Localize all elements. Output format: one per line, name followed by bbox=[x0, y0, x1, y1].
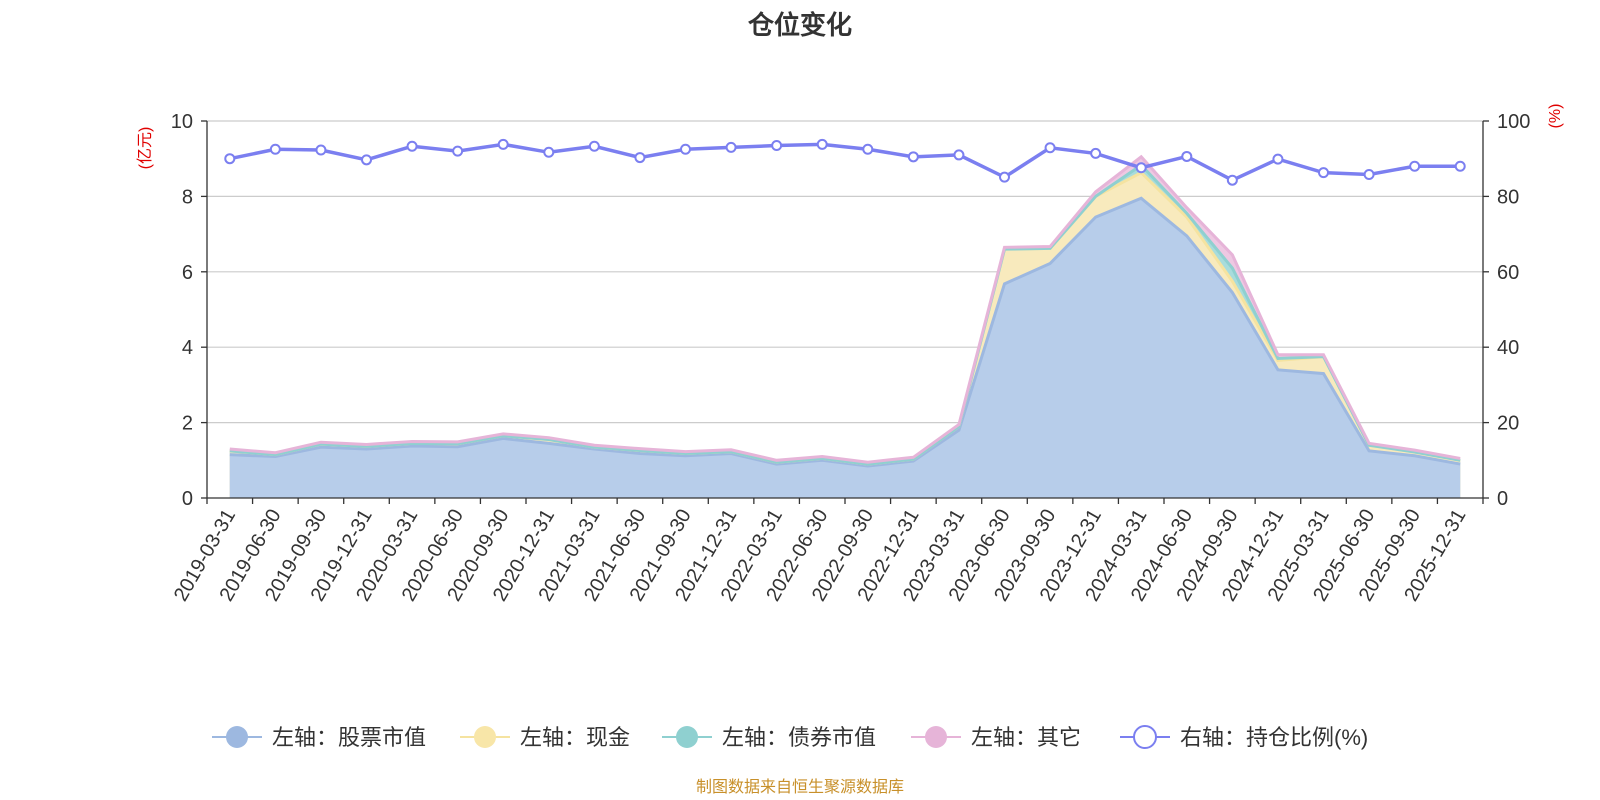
ratio-point bbox=[907, 151, 919, 163]
legend-label: 左轴：债券市值 bbox=[722, 725, 876, 750]
ratio-point bbox=[497, 138, 509, 150]
stacked-areas bbox=[229, 154, 1461, 499]
ratio-point bbox=[452, 145, 464, 157]
legend-marker bbox=[474, 726, 496, 748]
ratio-point bbox=[1272, 153, 1284, 165]
right-tick-label: 80 bbox=[1497, 186, 1519, 208]
ratio-point bbox=[725, 141, 737, 153]
ratio-point bbox=[771, 140, 783, 152]
area-0 bbox=[229, 198, 1461, 498]
legend-marker bbox=[226, 726, 248, 748]
left-tick-label: 10 bbox=[171, 111, 193, 133]
ratio-line bbox=[224, 138, 1466, 186]
legend-marker bbox=[925, 726, 947, 748]
right-axis-unit: (%) bbox=[1547, 104, 1564, 129]
area-line-3 bbox=[229, 154, 1461, 464]
ratio-point bbox=[634, 152, 646, 164]
ratio-point bbox=[816, 138, 828, 150]
ratio-point bbox=[1363, 169, 1375, 181]
ratio-point bbox=[1090, 147, 1102, 159]
right-tick-label: 60 bbox=[1497, 262, 1519, 284]
legend-label: 左轴：其它 bbox=[971, 725, 1081, 750]
ratio-point bbox=[862, 143, 874, 155]
ratio-point bbox=[1181, 150, 1193, 162]
ratio-point bbox=[680, 143, 691, 155]
ratio-polyline bbox=[229, 142, 1461, 183]
area-line-2 bbox=[229, 163, 1461, 466]
ratio-point bbox=[315, 144, 327, 156]
left-tick-label: 2 bbox=[182, 413, 193, 435]
ratio-point bbox=[224, 153, 236, 165]
left-tick-label: 4 bbox=[182, 337, 193, 359]
ratio-point bbox=[1409, 160, 1421, 172]
legend-label: 左轴：股票市值 bbox=[272, 725, 426, 750]
ratio-point bbox=[1226, 174, 1238, 186]
right-tick-label: 20 bbox=[1497, 413, 1519, 435]
left-axis-unit: (亿元) bbox=[136, 127, 154, 170]
ratio-point bbox=[1454, 160, 1466, 172]
right-tick-label: 0 bbox=[1497, 488, 1508, 510]
legend: 左轴：股票市值 左轴：现金 左轴：债券市值 左轴：其它 右轴：持仓比例(%) bbox=[212, 725, 1368, 750]
legend-label: 右轴：持仓比例(%) bbox=[1180, 725, 1368, 750]
left-tick-label: 8 bbox=[182, 186, 193, 208]
chart-title: 仓位变化 bbox=[747, 10, 852, 40]
right-tick-label: 40 bbox=[1497, 337, 1519, 359]
ratio-point bbox=[406, 140, 418, 152]
ratio-point bbox=[269, 143, 281, 155]
legend-marker bbox=[1133, 725, 1157, 749]
legend-marker bbox=[676, 726, 698, 748]
ratio-point bbox=[953, 149, 965, 161]
left-tick-label: 6 bbox=[182, 262, 193, 284]
ratio-point bbox=[588, 140, 600, 152]
left-tick-label: 0 bbox=[182, 488, 193, 510]
ratio-point bbox=[1044, 142, 1056, 154]
ratio-point bbox=[361, 154, 372, 166]
right-tick-label: 100 bbox=[1497, 111, 1530, 133]
source-note: 制图数据来自恒生聚源数据库 bbox=[696, 778, 904, 796]
ratio-point bbox=[543, 146, 555, 158]
legend-label: 左轴：现金 bbox=[520, 725, 630, 750]
ratio-point bbox=[999, 171, 1010, 183]
area-line-0 bbox=[229, 196, 1461, 468]
ratio-point bbox=[1135, 162, 1147, 174]
ratio-point bbox=[1318, 167, 1329, 179]
